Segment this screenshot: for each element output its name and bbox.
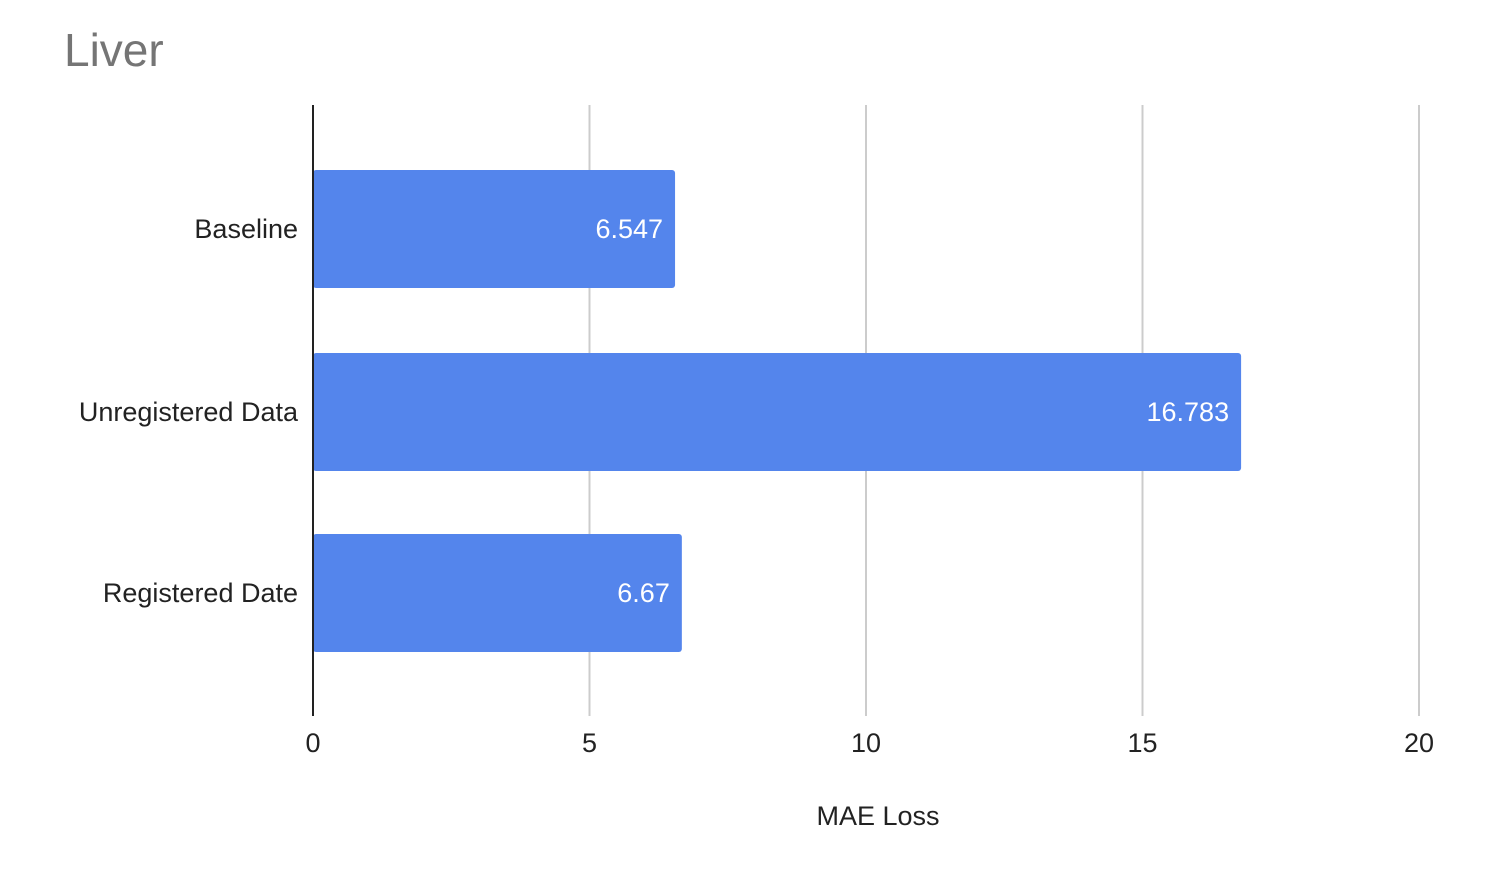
x-axis-title: MAE Loss bbox=[816, 801, 939, 831]
x-tick-label: 0 bbox=[305, 728, 320, 758]
x-tick-labels: 0 5 10 15 20 bbox=[305, 728, 1434, 758]
x-tick-label: 5 bbox=[582, 728, 597, 758]
bar bbox=[313, 534, 682, 652]
data-label: 16.783 bbox=[1147, 397, 1230, 427]
x-tick-label: 20 bbox=[1404, 728, 1434, 758]
data-labels: 6.547 16.783 6.67 bbox=[595, 214, 1229, 608]
category-label: Registered Date bbox=[103, 578, 298, 608]
data-label: 6.547 bbox=[595, 214, 663, 244]
category-label: Baseline bbox=[194, 214, 298, 244]
x-tick-label: 15 bbox=[1127, 728, 1157, 758]
x-tick-label: 10 bbox=[851, 728, 881, 758]
category-labels: Baseline Unregistered Data Registered Date bbox=[79, 214, 299, 608]
bars bbox=[313, 170, 1242, 652]
data-label: 6.67 bbox=[617, 578, 670, 608]
bar bbox=[313, 353, 1242, 471]
chart-title: Liver bbox=[64, 24, 164, 76]
bar bbox=[313, 170, 676, 288]
category-label: Unregistered Data bbox=[79, 397, 299, 427]
